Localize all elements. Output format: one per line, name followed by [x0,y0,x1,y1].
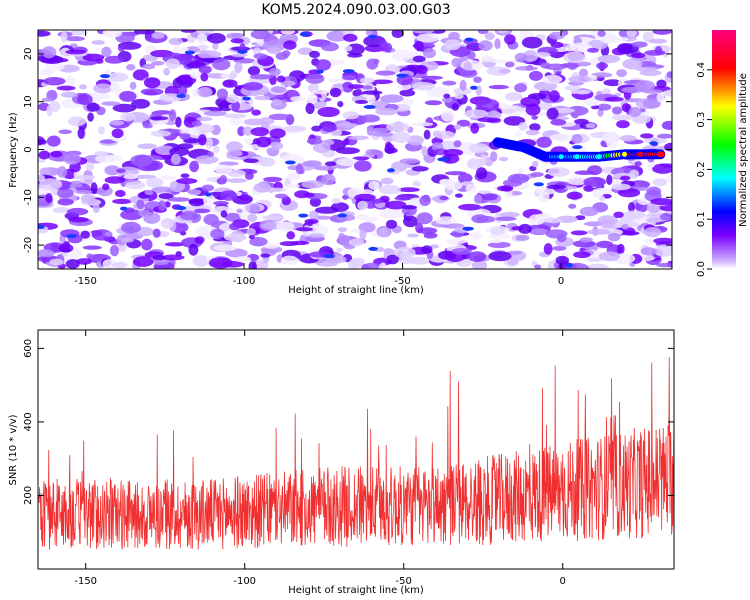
snr-frame [37,329,675,570]
signal-point [660,151,665,157]
snr-y-tick-label: 200 [23,486,34,505]
colorbar-label: Normalized spectral amplitude [738,73,749,227]
snr-y-axis-label: SNR (10 * v/v) [8,414,19,485]
signal-point [495,139,501,145]
signal-point [558,154,564,160]
signal-point [637,151,643,157]
signal-point [622,151,627,157]
colorbar-tick-label: 0.0 [696,261,707,277]
colorbar-tick-label: 0.1 [696,211,707,227]
heatmap-y-tick-label: 0 [23,146,34,152]
heatmap-x-tick-label: -150 [74,276,97,287]
heatmap-y-tick-label: -20 [23,237,34,253]
snr-x-axis-label: Height of straight line (km) [288,585,424,596]
signal-point [574,154,580,160]
signal-point [596,154,602,160]
heatmap-y-tick-label: 10 [23,95,34,108]
heatmap-noise [38,30,672,269]
signal-point [542,154,548,160]
colorbar-tick-label: 0.2 [696,161,707,177]
chart-title: KOM5.2024.090.03.00.G03 [261,2,450,18]
signal-point [520,144,526,150]
snr-y-tick-label: 600 [23,339,34,358]
signal-track [492,137,666,162]
heatmap-x-tick-label: -100 [233,276,256,287]
snr-y-tick-label: 400 [23,412,34,431]
heatmap-x-axis-label: Height of straight line (km) [288,285,424,296]
snr-x-tick-label: -100 [233,576,256,587]
colorbar-tick-label: 0.3 [696,112,707,128]
heatmap-x-tick-label: -50 [394,276,410,287]
colorbar-tick-label: 0.4 [696,62,707,78]
heatmap-y-tick-label: 20 [23,48,34,61]
colorbar-gradient [712,30,736,269]
snr-x-tick-label: 0 [560,576,566,587]
heatmap-y-axis-label: Frequency (Hz) [8,112,19,188]
snr-series-line [38,357,674,550]
heatmap-x-tick-label: 0 [558,276,564,287]
colorbar: 0.0 0.1 0.2 0.3 0.4 Normalized spectral ampl… [696,30,749,277]
snr-x-tick-label: -50 [396,576,412,587]
heatmap-y-tick-label: -10 [23,189,34,205]
snr-x-tick-label: -150 [74,576,97,587]
snr-panel: -150 -100 -50 0 200 400 600 Height of straigh… [8,329,675,596]
